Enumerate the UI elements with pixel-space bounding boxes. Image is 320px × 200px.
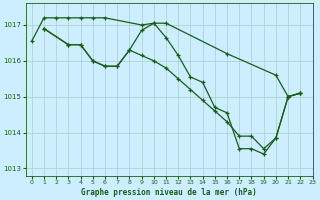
X-axis label: Graphe pression niveau de la mer (hPa): Graphe pression niveau de la mer (hPa) [81, 188, 257, 197]
